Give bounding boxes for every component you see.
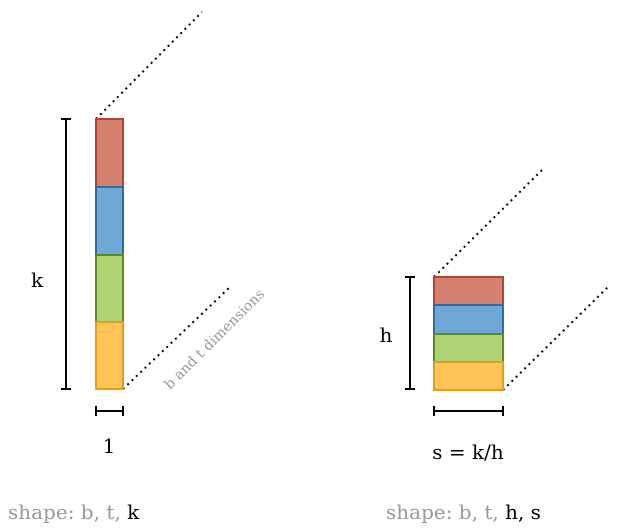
segment-blue xyxy=(95,186,124,256)
width-label-s: s = k/h xyxy=(432,440,504,464)
segment-red xyxy=(95,118,124,188)
height-label-h: h xyxy=(380,323,393,347)
right-tensor: h s = k/h shape: b, t, h, s xyxy=(380,169,611,524)
width-bracket-s xyxy=(433,406,504,416)
segment-yellow xyxy=(95,321,124,390)
segment-yellow xyxy=(433,361,504,391)
depth-dotted-line-bottom xyxy=(122,286,231,390)
width-bracket-1 xyxy=(95,406,124,416)
height-bracket-h xyxy=(405,276,415,390)
segment-green xyxy=(95,254,124,323)
shape-emphasis: h, s xyxy=(505,500,541,524)
segment-red xyxy=(433,276,504,306)
segment-blue xyxy=(433,304,504,335)
segment-green xyxy=(433,333,504,363)
height-label-k: k xyxy=(31,268,44,292)
depth-dotted-line-bottom xyxy=(502,284,611,391)
shape-prefix: shape: b, t, xyxy=(8,500,127,524)
right-shape-caption: shape: b, t, h, s xyxy=(386,500,541,524)
depth-dotted-line-top xyxy=(433,169,543,278)
shape-emphasis: k xyxy=(127,500,140,524)
height-bracket-k xyxy=(61,118,71,390)
width-label-1: 1 xyxy=(103,434,116,458)
depth-dotted-line-top xyxy=(95,11,203,120)
shape-prefix: shape: b, t, xyxy=(386,500,505,524)
left-shape-caption: shape: b, t, k xyxy=(8,500,140,524)
left-tensor: k 1 b and t dimensions shape: b, t, k xyxy=(8,11,268,524)
